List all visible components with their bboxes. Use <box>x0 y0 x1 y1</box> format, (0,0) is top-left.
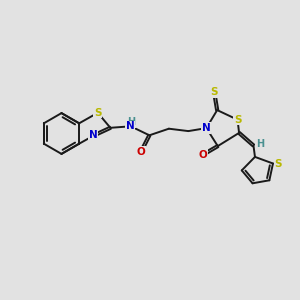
Text: O: O <box>199 149 208 160</box>
Text: S: S <box>274 158 282 169</box>
Text: H: H <box>127 117 135 127</box>
Text: N: N <box>126 121 134 131</box>
Text: S: S <box>210 87 218 97</box>
Text: N: N <box>88 130 97 140</box>
Text: S: S <box>94 108 101 118</box>
Text: N: N <box>202 123 211 133</box>
Text: O: O <box>136 147 145 157</box>
Text: S: S <box>234 115 241 125</box>
Text: H: H <box>256 139 264 149</box>
